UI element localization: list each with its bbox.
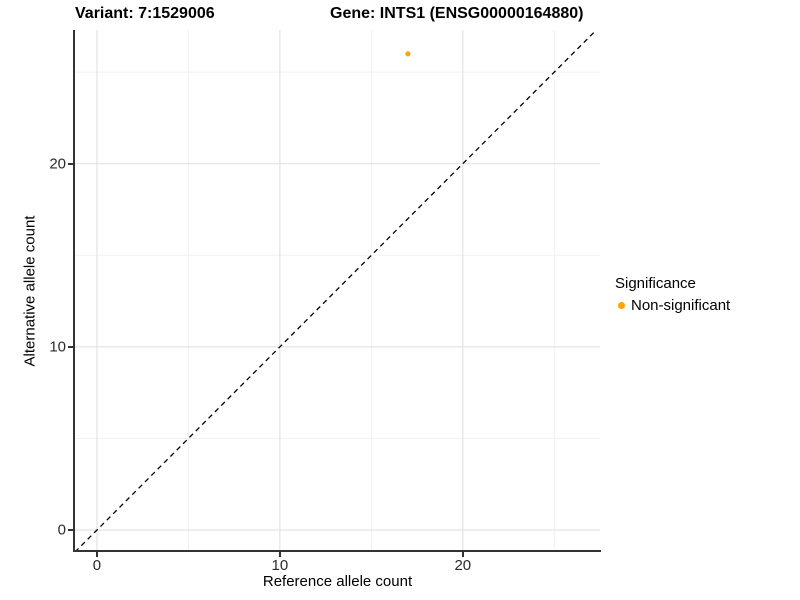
x-tick-label: 10 — [271, 557, 289, 574]
data-points — [405, 51, 411, 57]
x-axis-line — [74, 550, 601, 552]
y-axis-title: Alternative allele count — [21, 215, 39, 367]
x-tick-mark — [278, 552, 281, 557]
x-tick-mark — [95, 552, 98, 557]
y-axis-line — [73, 30, 75, 552]
x-axis-title: Reference allele count — [262, 573, 413, 590]
y-tick-mark — [68, 345, 73, 348]
legend-item: Non-significant — [615, 297, 730, 314]
x-tick-label: 20 — [454, 557, 472, 574]
y-tick-label: 20 — [49, 155, 66, 173]
x-tick-label: 0 — [92, 557, 102, 574]
legend: Significance Non-significant — [615, 275, 730, 314]
dashed-diagonal — [74, 29, 597, 553]
y-tick-mark — [68, 529, 73, 532]
y-tick-mark — [68, 162, 73, 165]
y-tick-label: 10 — [49, 338, 66, 356]
chart-title-variant: Variant: 7:1529006 — [75, 5, 215, 22]
x-tick-mark — [461, 552, 464, 557]
y-tick-label: 0 — [57, 521, 66, 539]
chart-title-gene: Gene: INTS1 (ENSG00000164880) — [330, 5, 584, 22]
data-point — [405, 51, 411, 57]
plot-panel — [74, 29, 600, 553]
gridlines-major — [75, 30, 600, 552]
plot-panel-svg — [74, 29, 600, 553]
gridlines-minor — [75, 30, 600, 552]
legend-item-label: Non-significant — [631, 297, 731, 314]
identity-dashed-line — [74, 29, 597, 553]
legend-point-icon — [618, 302, 625, 309]
legend-title: Significance — [615, 275, 696, 292]
